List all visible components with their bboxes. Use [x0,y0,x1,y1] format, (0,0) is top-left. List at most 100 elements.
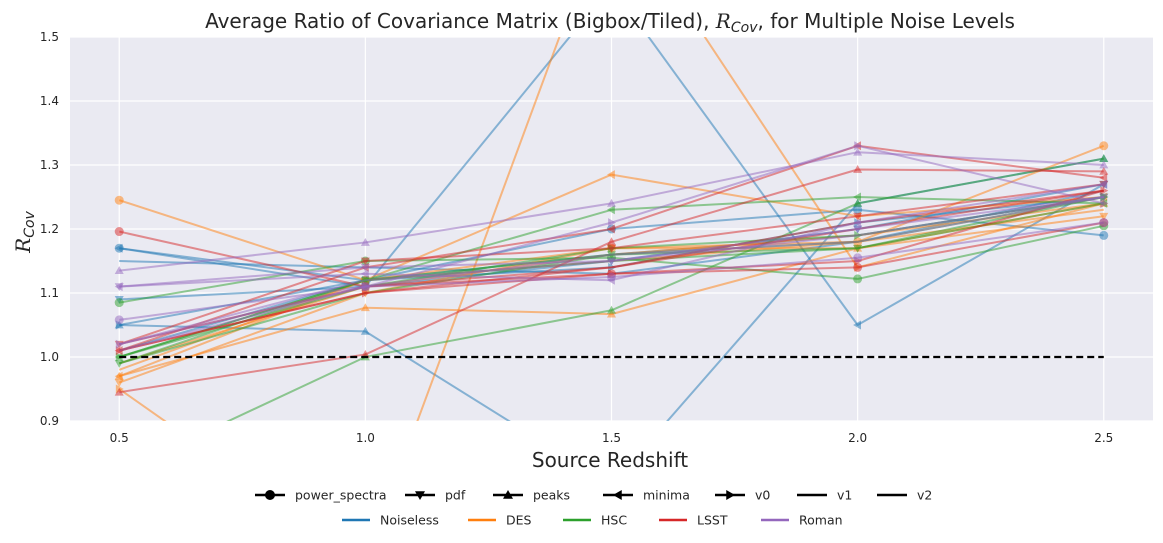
legend-item-pdf: pdf [405,488,466,503]
chart-title-suffix: , for Multiple Noise Levels [758,9,1015,33]
data-point [114,195,124,205]
y-tick-label: 1.2 [40,222,59,236]
data-point [608,218,616,228]
data-point [114,379,124,388]
data-point [853,164,863,173]
data-point [853,262,863,272]
data-point [1099,160,1109,169]
data-point [607,198,616,207]
tick-labels: 0.5 1.0 1.5 2.0 2.5 0.9 1.0 1.1 1.2 1.3 1.4 1.5 [40,30,1113,445]
data-point [114,282,123,292]
chart-title-subscript: Cov [731,20,758,36]
data-point [1099,141,1109,151]
data-point [853,198,863,207]
data-point [1099,173,1108,183]
legend-label: v1 [837,488,852,503]
y-axis-title-subscript: Cov [22,210,38,237]
x-tick-label: 2.0 [848,431,867,445]
series-hsc-peaks [115,154,1109,476]
data-point [853,253,863,263]
data-point [607,237,616,246]
legend-label: minima [643,488,690,503]
data-point [360,269,369,279]
legend-label: HSC [601,513,627,528]
series-lsst-peaks [114,164,1109,396]
chart-title-symbol: R [715,9,731,33]
legend-item-v0: v0 [715,488,770,503]
legend-label: v0 [755,488,770,503]
series-line [118,196,1104,346]
data-point [1100,198,1109,208]
y-axis-title: RCov [11,210,38,253]
y-tick-label: 1.0 [40,350,59,364]
legend-marker [503,490,513,499]
data-point [607,305,616,314]
chart-title: Average Ratio of Covariance Matrix (Bigb… [205,9,1015,36]
series-roman-v2 [118,196,1104,352]
y-tick-label: 1.3 [40,158,59,172]
x-axis-title: Source Redshift [532,448,688,472]
legend-item-v2: v2 [877,488,932,503]
data-point [114,227,124,237]
data-point [1099,154,1109,162]
legend-label: peaks [533,488,570,503]
data-point [853,212,863,221]
data-point [607,205,615,215]
legend-label: power_spectra [295,488,387,503]
data-point [853,192,862,202]
legend-label: v2 [917,488,932,503]
series-roman-peaks [114,147,1109,274]
data-point [114,371,123,381]
data-point [853,205,863,215]
data-point [114,298,124,308]
data-point [1100,186,1109,196]
legend-item-noiseless: Noiseless [342,513,439,528]
data-point [853,274,863,284]
legend-label: LSST [697,513,728,528]
series-roman-v1 [118,196,1104,346]
legend-marker [415,491,425,500]
legend-item-hsc: HSC [563,513,627,528]
data-point [607,224,615,234]
data-point [360,326,370,335]
data-point [360,264,370,272]
x-tick-label: 0.5 [110,431,129,445]
data-point [115,468,124,476]
legend-item-peaks: peaks [493,488,570,503]
legend-label: DES [506,513,532,528]
legend-marker [613,490,622,500]
data-point [853,320,862,330]
data-point [853,225,863,234]
legend-item-roman: Roman [761,513,843,528]
legend-item-minima: minima [603,488,690,503]
data-point [607,170,615,180]
y-tick-label: 1.4 [40,94,59,108]
data-point [1099,166,1109,175]
data-point [114,243,123,253]
data-point [853,147,863,156]
data-point [360,257,370,266]
y-axis-title-symbol: R [11,238,35,254]
legend-item-des: DES [468,513,532,528]
series-roman-minima [114,179,1108,292]
data-point [360,303,370,312]
series-lines [114,37,1109,476]
data-point [607,275,615,285]
data-point [607,244,616,253]
data-point [1099,212,1109,221]
legend: power_spectra pdf peaks minima v0 v1 v2 Noisele… [255,488,932,528]
series-line [118,196,1104,352]
data-point [1099,179,1108,189]
x-tick-label: 1.0 [356,431,375,445]
legend-marker [726,490,735,500]
legend-label: Noiseless [380,513,439,528]
y-tick-label: 0.9 [40,414,59,428]
data-point [854,141,863,151]
chart-title-main: Average Ratio of Covariance Matrix (Bigb… [205,9,716,33]
legend-marker [265,490,275,500]
legend-item-power_spectra: power_spectra [255,488,387,503]
series-roman-v0 [115,141,1109,349]
legend-label: pdf [445,488,466,503]
